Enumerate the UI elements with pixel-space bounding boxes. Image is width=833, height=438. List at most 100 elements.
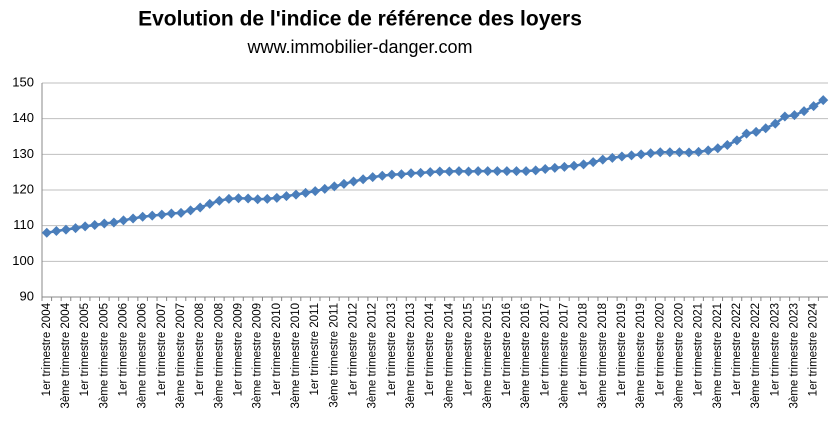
marker <box>214 195 225 206</box>
x-tick-label: 1er trimestre 2013 <box>386 303 398 396</box>
x-tick-label: 1er trimestre 2021 <box>693 303 705 396</box>
marker <box>358 174 369 185</box>
x-tick-label: 1er trimestre 2018 <box>578 303 590 396</box>
marker <box>396 169 407 180</box>
marker <box>760 123 771 134</box>
marker <box>808 101 819 112</box>
marker <box>137 211 148 222</box>
y-tick-label: 140 <box>12 110 34 125</box>
x-tick-label: 3ème trimestre 2021 <box>712 303 724 408</box>
x-tick-label: 1er trimestre 2008 <box>194 303 206 396</box>
marker <box>329 181 340 192</box>
marker <box>559 161 570 172</box>
marker <box>473 166 484 177</box>
marker <box>291 189 302 200</box>
marker <box>463 166 474 177</box>
chart-title: Evolution de l'indice de référence des l… <box>138 8 582 31</box>
marker <box>453 166 464 177</box>
marker <box>492 166 503 177</box>
marker <box>770 118 781 129</box>
marker <box>60 224 71 235</box>
marker <box>310 186 321 197</box>
x-tick-label: 1er trimestre 2004 <box>41 302 53 396</box>
x-tick-label: 1er trimestre 2015 <box>463 303 475 396</box>
marker <box>549 162 560 173</box>
marker <box>482 166 493 177</box>
x-tick-label: 1er trimestre 2016 <box>501 303 513 396</box>
x-tick-label: 3ème trimestre 2011 <box>328 303 340 408</box>
marker <box>386 169 397 180</box>
marker <box>664 147 675 158</box>
marker <box>281 191 292 202</box>
marker <box>434 166 445 177</box>
x-tick-label: 1er trimestre 2022 <box>731 303 743 396</box>
marker <box>41 227 52 238</box>
marker <box>684 147 695 158</box>
marker <box>751 126 762 137</box>
marker <box>741 128 752 139</box>
marker <box>204 198 215 209</box>
x-tick-label: 1er trimestre 2017 <box>539 303 551 396</box>
marker <box>348 176 359 187</box>
marker <box>712 143 723 154</box>
marker <box>51 226 62 237</box>
x-tick-label: 1er trimestre 2006 <box>118 303 130 396</box>
x-tick-label: 3ème trimestre 2009 <box>252 303 264 408</box>
marker <box>80 221 91 232</box>
marker <box>300 187 311 198</box>
marker <box>406 168 417 179</box>
marker <box>195 202 206 213</box>
marker <box>262 193 273 204</box>
x-tick-label: 1er trimestre 2024 <box>808 302 820 396</box>
marker <box>89 219 100 230</box>
marker <box>243 193 254 204</box>
marker <box>185 205 196 216</box>
marker <box>425 167 436 178</box>
marker <box>588 157 599 168</box>
marker <box>444 166 455 177</box>
x-tick-label: 1er trimestre 2009 <box>233 303 245 396</box>
marker <box>616 151 627 162</box>
x-tick-label: 1er trimestre 2011 <box>309 303 321 395</box>
marker <box>693 146 704 157</box>
marker <box>70 223 81 234</box>
marker <box>626 150 637 161</box>
x-tick-label: 1er trimestre 2019 <box>616 303 628 396</box>
marker <box>175 207 186 218</box>
x-tick-label: 3ème trimestre 2005 <box>98 303 110 408</box>
x-tick-label: 1er trimestre 2023 <box>769 303 781 396</box>
marker <box>118 215 129 226</box>
marker <box>818 95 829 106</box>
y-tick-label: 150 <box>12 74 34 89</box>
x-tick-label: 3ème trimestre 2013 <box>405 303 417 408</box>
marker <box>367 172 378 183</box>
marker <box>377 170 388 181</box>
marker <box>799 106 810 117</box>
marker <box>578 159 589 170</box>
marker <box>252 194 263 205</box>
marker <box>568 160 579 171</box>
x-tick-label: 3ème trimestre 2019 <box>635 303 647 408</box>
x-tick-label: 3ème trimestre 2008 <box>213 303 225 408</box>
marker <box>655 147 666 158</box>
x-tick-label: 1er trimestre 2005 <box>79 303 91 396</box>
marker <box>731 135 742 146</box>
marker <box>703 145 714 156</box>
marker <box>99 218 110 229</box>
x-tick-label: 3ème trimestre 2007 <box>175 303 187 408</box>
x-tick-label: 3ème trimestre 2014 <box>443 302 455 408</box>
y-tick-label: 90 <box>20 288 34 303</box>
marker <box>415 167 426 178</box>
x-tick-label: 3ème trimestre 2010 <box>290 303 302 408</box>
y-tick-label: 100 <box>12 253 34 268</box>
marker <box>338 178 349 189</box>
marker <box>166 208 177 219</box>
marker <box>223 193 234 204</box>
marker <box>501 166 512 177</box>
line <box>46 99 824 235</box>
marker <box>530 165 541 176</box>
marker <box>540 163 551 174</box>
x-tick-label: 1er trimestre 2007 <box>156 303 168 396</box>
marker <box>636 149 647 160</box>
marker <box>271 192 282 203</box>
